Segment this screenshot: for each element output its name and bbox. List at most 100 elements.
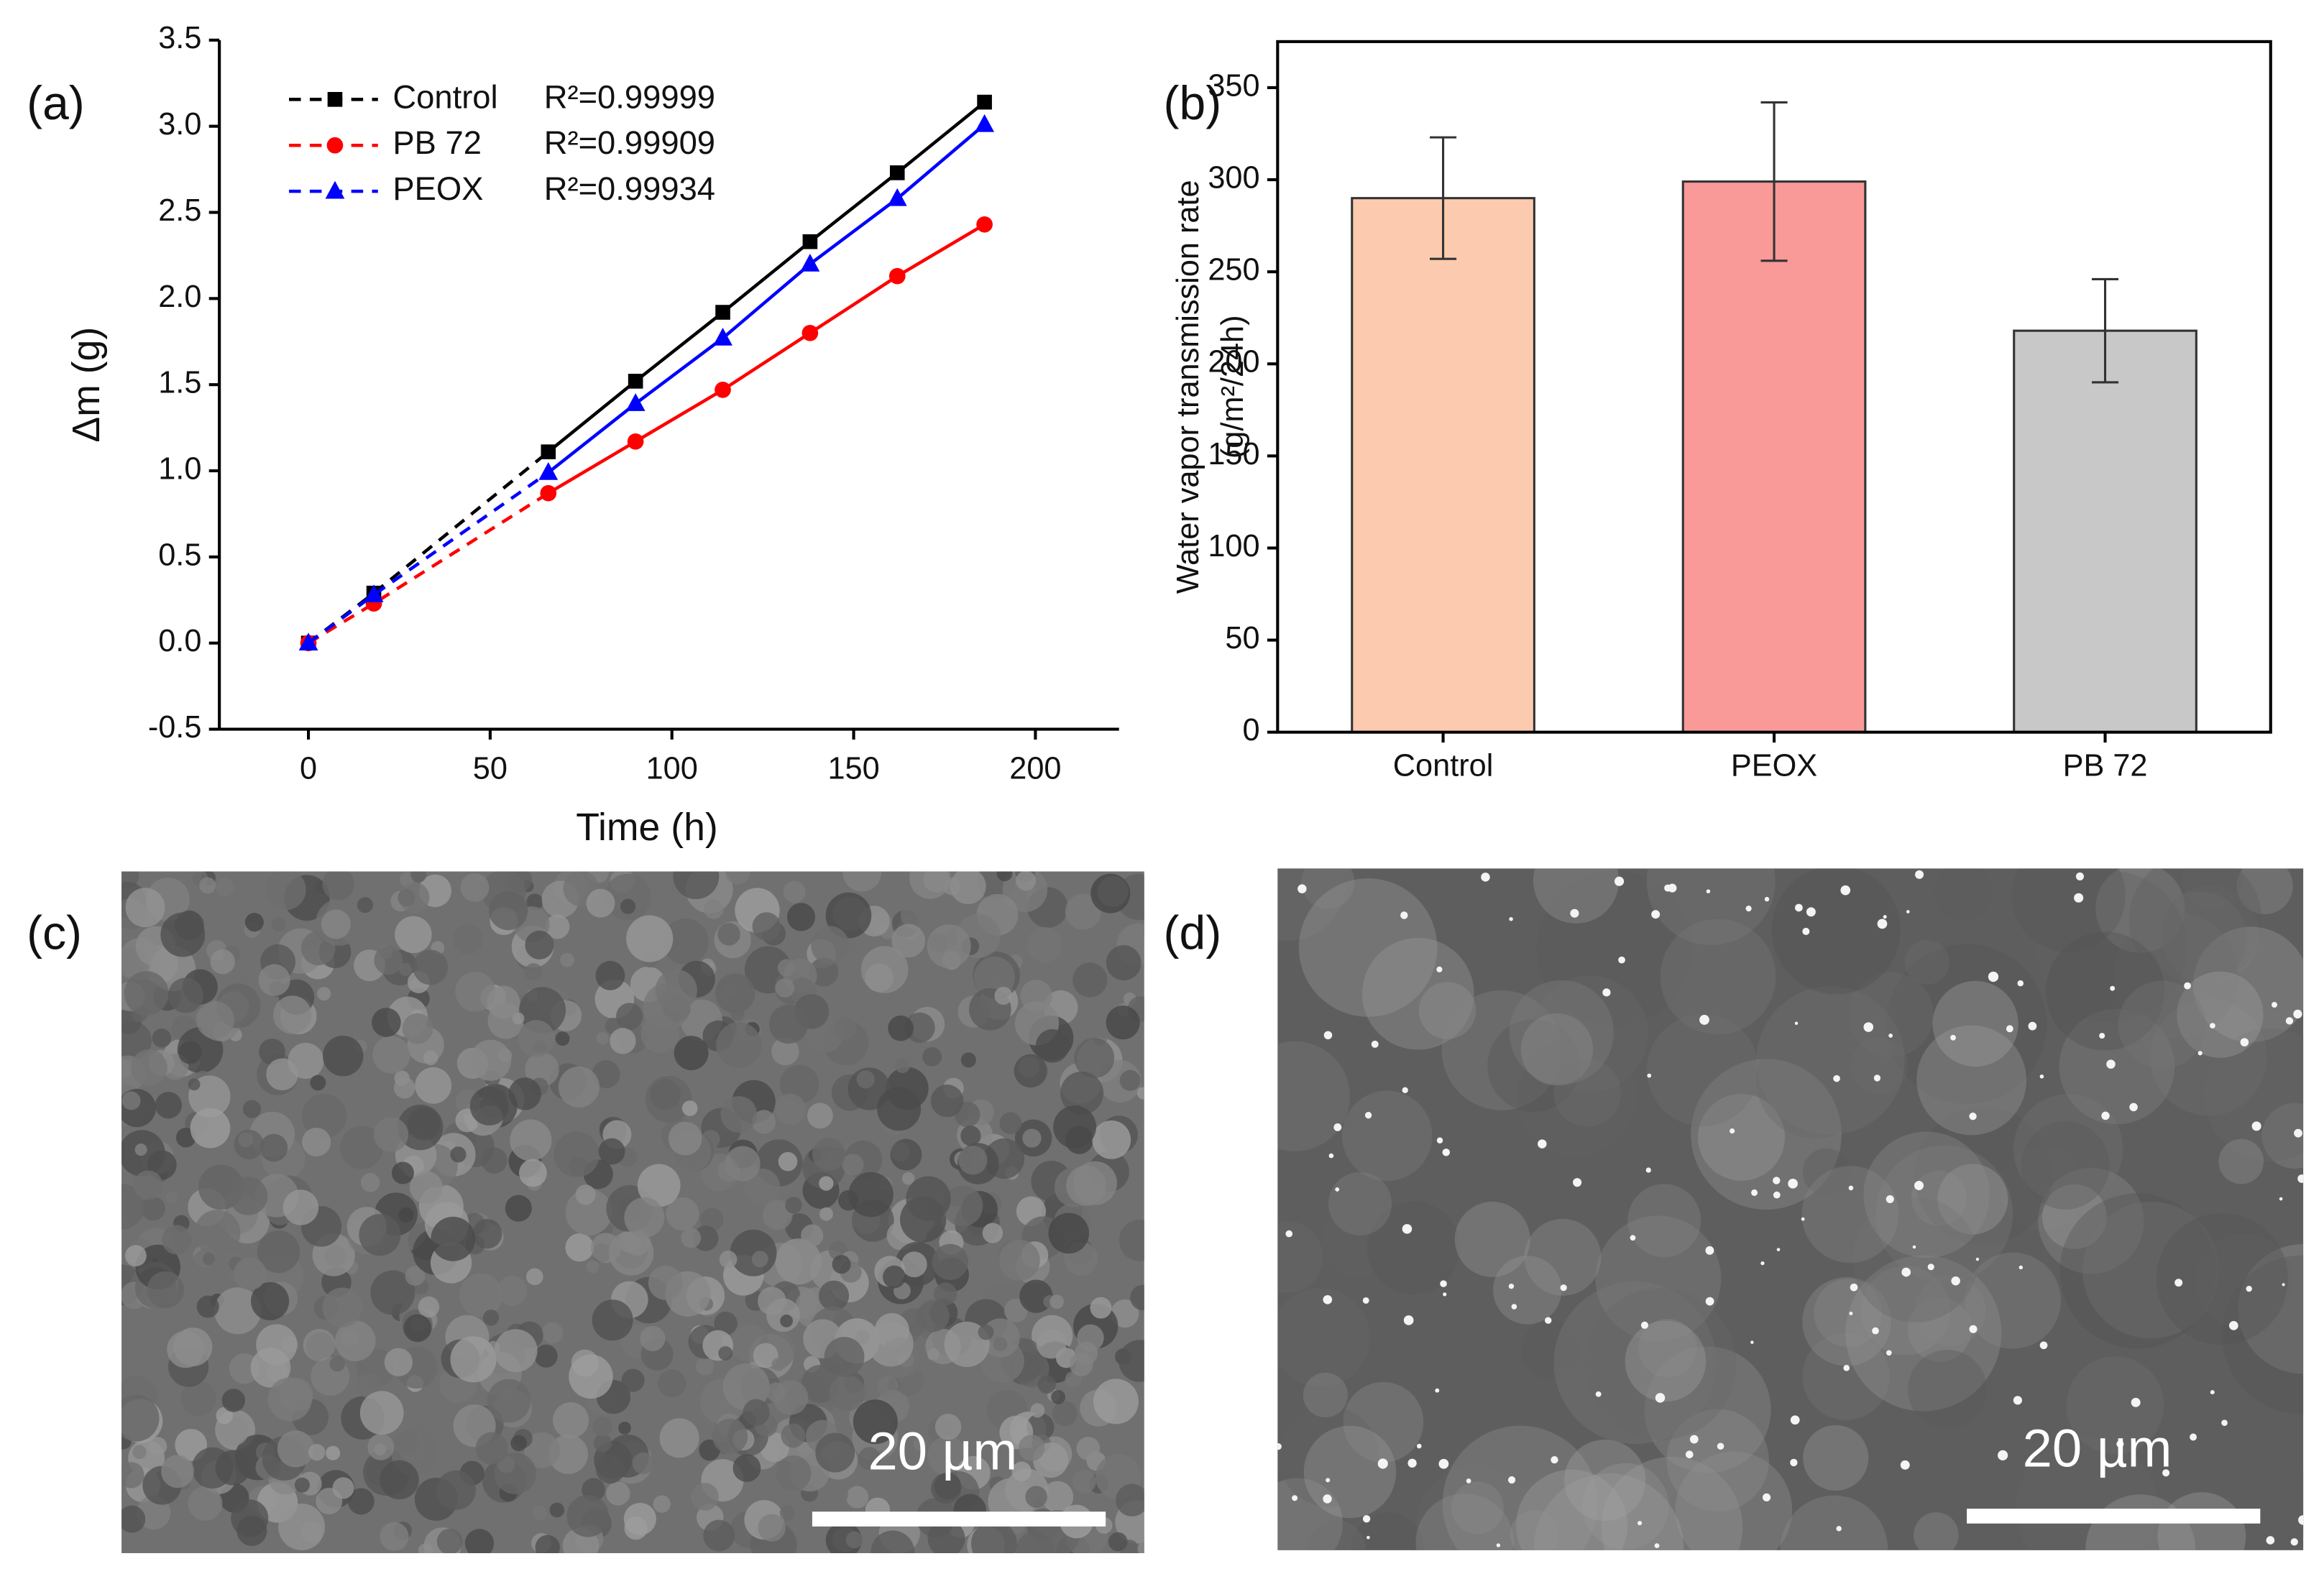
particle xyxy=(1802,927,1810,935)
particle xyxy=(1969,1112,1977,1120)
grain xyxy=(398,1207,414,1223)
particle xyxy=(1323,1494,1332,1504)
grain xyxy=(322,1035,364,1077)
grain xyxy=(890,1138,922,1171)
grain xyxy=(832,1255,851,1274)
grain xyxy=(1022,1128,1042,1148)
grain xyxy=(489,890,528,931)
grain xyxy=(768,1004,809,1044)
particle xyxy=(2129,1103,2138,1112)
grain xyxy=(815,1432,855,1473)
particle xyxy=(1651,910,1661,919)
grain xyxy=(360,1173,380,1192)
particle xyxy=(1614,876,1625,886)
grain xyxy=(303,1328,336,1361)
grain xyxy=(575,1184,596,1205)
grain xyxy=(510,1435,528,1452)
y-tick-label: 0 xyxy=(1243,713,1260,747)
particle xyxy=(1640,1321,1648,1329)
grain xyxy=(413,949,449,985)
grain xyxy=(321,909,351,939)
grain xyxy=(833,1016,857,1040)
grain xyxy=(1553,1281,1717,1445)
particle xyxy=(2197,1051,2203,1056)
marker xyxy=(715,305,730,320)
grain xyxy=(322,871,355,901)
grain xyxy=(1875,1145,2013,1283)
grain xyxy=(402,1013,433,1044)
particle xyxy=(1298,884,1307,893)
marker xyxy=(628,374,643,389)
grain xyxy=(845,1531,863,1549)
grain xyxy=(1016,871,1037,891)
grain xyxy=(1914,1275,1986,1346)
grain xyxy=(1850,1037,1909,1095)
grain xyxy=(934,1413,962,1440)
grain xyxy=(1301,868,1355,909)
grain xyxy=(310,1074,326,1091)
grain xyxy=(1137,1542,1144,1553)
particle xyxy=(1508,1283,1515,1289)
particle xyxy=(1618,956,1625,964)
grain xyxy=(180,1381,216,1417)
grain xyxy=(2118,980,2207,1069)
grain xyxy=(1037,1375,1056,1394)
particle xyxy=(1717,1442,1724,1450)
particle xyxy=(2106,1059,2116,1069)
grain xyxy=(1675,1451,1793,1550)
particle xyxy=(1843,1365,1850,1371)
grain xyxy=(777,959,796,977)
grain xyxy=(1564,1440,1646,1522)
grain xyxy=(132,1445,147,1460)
grain xyxy=(894,1057,911,1074)
grain xyxy=(1595,1215,1722,1342)
grain xyxy=(848,1172,894,1218)
grain xyxy=(1999,1145,2085,1231)
particle xyxy=(1326,1478,1331,1483)
grain xyxy=(418,1296,440,1318)
particle xyxy=(1545,1317,1552,1324)
grain xyxy=(2066,1356,2164,1455)
particle xyxy=(1975,1257,1980,1261)
legend-marker xyxy=(325,180,345,199)
y-tick-label: -0.5 xyxy=(148,710,202,745)
particle xyxy=(2101,1111,2110,1120)
grain xyxy=(927,1519,965,1553)
grain xyxy=(133,1170,163,1200)
particle xyxy=(2162,1469,2170,1477)
grain xyxy=(341,1328,359,1346)
grain xyxy=(1035,1028,1070,1063)
grain xyxy=(436,1528,463,1553)
grain xyxy=(455,971,496,1012)
marker xyxy=(975,114,995,132)
grain xyxy=(1025,1486,1047,1508)
grain xyxy=(681,1100,698,1116)
grain xyxy=(604,873,651,921)
grain xyxy=(2152,891,2247,986)
grain xyxy=(512,1012,525,1025)
grain xyxy=(846,1486,869,1509)
particle xyxy=(2039,1341,2048,1350)
particle xyxy=(1705,1297,1714,1306)
particle xyxy=(1730,1128,1735,1134)
particle xyxy=(2228,1321,2238,1330)
grain xyxy=(971,1520,1017,1553)
grain xyxy=(906,1176,951,1221)
grain xyxy=(1510,1509,1559,1550)
particle xyxy=(2018,1265,2023,1270)
grain xyxy=(216,1407,234,1425)
grain xyxy=(786,903,816,931)
grain xyxy=(317,987,331,1001)
grain xyxy=(1756,1022,1873,1139)
series-line xyxy=(307,492,550,645)
particle xyxy=(2240,1038,2249,1046)
grain xyxy=(450,1336,497,1383)
particle xyxy=(1773,1191,1781,1199)
grain xyxy=(391,1161,414,1184)
particle xyxy=(2116,1440,2124,1448)
marker xyxy=(298,632,318,651)
grain xyxy=(535,1534,560,1553)
grain xyxy=(1092,1120,1131,1159)
grain xyxy=(666,1197,699,1231)
scale-bar-label: 20 µm xyxy=(868,1422,1017,1481)
